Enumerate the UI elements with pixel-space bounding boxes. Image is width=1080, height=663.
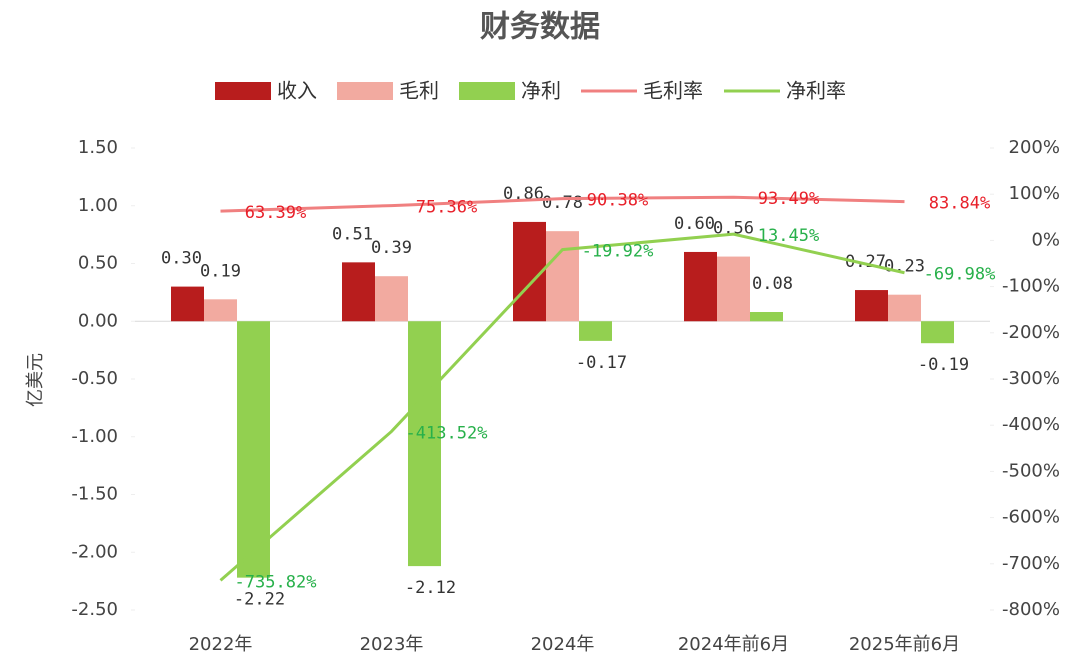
data-label: 0.56 — [713, 219, 754, 239]
y2-tick-label: -500% — [1002, 460, 1060, 481]
x-tick-label: 2023年 — [360, 634, 424, 655]
bar — [171, 286, 204, 322]
data-label: 0.19 — [200, 261, 241, 281]
legend-label: 毛利率 — [643, 79, 703, 103]
legend-swatch — [459, 82, 515, 100]
data-label: -413.52% — [406, 423, 488, 443]
x-tick-label: 2024年 — [531, 634, 595, 655]
bar — [684, 251, 717, 322]
y-tick-label: 1.50 — [78, 137, 118, 158]
y-tick-label: 1.00 — [78, 195, 118, 216]
legend-swatch — [337, 82, 393, 100]
y-tick-label: -2.00 — [71, 541, 118, 562]
bar — [408, 321, 441, 567]
bar — [750, 312, 783, 322]
x-tick-label: 2024年前6月 — [678, 634, 789, 655]
data-label: 93.49% — [758, 189, 819, 209]
y2-tick-label: -700% — [1002, 553, 1060, 574]
chart-title: 财务数据 — [480, 10, 600, 45]
legend-label: 收入 — [277, 79, 317, 103]
y2-tick-label: 0% — [1031, 229, 1060, 250]
bar — [237, 321, 270, 578]
data-label: -2.12 — [405, 578, 456, 598]
x-tick-label: 2022年 — [189, 634, 253, 655]
bar — [546, 231, 579, 322]
data-label: 0.08 — [752, 274, 793, 294]
data-label: 0.39 — [371, 238, 412, 258]
data-label: 90.38% — [587, 191, 648, 211]
y-tick-label: 0.50 — [78, 253, 118, 274]
y2-tick-label: -300% — [1002, 368, 1060, 389]
y2-tick-label: -200% — [1002, 322, 1060, 343]
y-tick-label: -1.50 — [71, 484, 118, 505]
data-label: 83.84% — [929, 194, 990, 214]
bar — [204, 299, 237, 322]
legend-label: 净利率 — [786, 79, 846, 103]
data-label: 0.51 — [332, 224, 373, 244]
data-label: 0.78 — [542, 193, 583, 213]
y2-tick-label: -600% — [1002, 507, 1060, 528]
legend-swatch — [215, 82, 271, 100]
data-label: -69.98% — [924, 265, 996, 285]
y2-tick-label: 100% — [1009, 183, 1060, 204]
data-label: -0.19 — [918, 355, 969, 375]
data-label: -0.17 — [576, 353, 627, 373]
y-tick-label: -2.50 — [71, 599, 118, 620]
line — [219, 232, 905, 582]
data-label: 75.36% — [416, 198, 477, 218]
y2-tick-label: 200% — [1009, 137, 1060, 158]
legend-label: 净利 — [521, 79, 561, 103]
data-label: 0.60 — [674, 214, 715, 234]
legend-label: 毛利 — [399, 79, 439, 103]
data-label: -735.82% — [235, 572, 317, 592]
data-label: -2.22 — [234, 590, 285, 610]
y-tick-label: 0.00 — [78, 310, 118, 331]
bar — [888, 294, 921, 322]
data-label: 63.39% — [245, 203, 306, 223]
bar — [579, 321, 612, 341]
y-axis-label: 亿美元 — [25, 353, 46, 407]
bar — [717, 256, 750, 322]
bar — [375, 276, 408, 322]
y2-tick-label: -100% — [1002, 276, 1060, 297]
x-tick-label: 2025年前6月 — [849, 634, 960, 655]
data-label: -19.92% — [582, 242, 654, 262]
y2-tick-label: -400% — [1002, 414, 1060, 435]
data-label: 0.23 — [884, 257, 925, 277]
bar — [921, 321, 954, 344]
y-tick-label: -1.00 — [71, 426, 118, 447]
data-label: 13.45% — [758, 226, 819, 246]
line — [220, 195, 905, 213]
bar — [855, 290, 888, 322]
bar — [342, 262, 375, 322]
data-label: 0.30 — [161, 249, 202, 269]
y2-tick-label: -800% — [1002, 599, 1060, 620]
y-tick-label: -0.50 — [71, 368, 118, 389]
